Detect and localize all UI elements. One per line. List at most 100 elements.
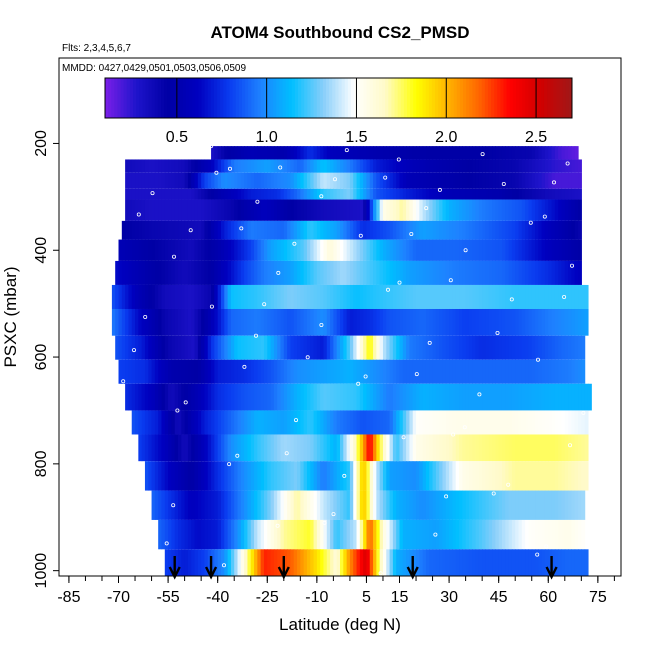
heat-cell <box>257 308 262 336</box>
heat-cell <box>300 335 305 360</box>
heat-cell <box>204 188 209 200</box>
heat-cell <box>425 335 430 360</box>
heat-cell <box>290 434 295 462</box>
x-axis: -85 -70 -55 -40 -25 -10 5 15 30 45 60 75 <box>57 576 615 606</box>
heat-cell <box>379 490 384 520</box>
heat-cell <box>409 239 414 261</box>
heat-cell <box>366 335 371 360</box>
heat-cell <box>211 519 215 550</box>
heat-cell <box>379 434 384 462</box>
heat-cell <box>280 335 285 360</box>
heat-cell <box>220 172 225 189</box>
heat-cell <box>505 461 510 491</box>
heat-cell <box>184 410 189 435</box>
heat-cell <box>353 308 358 336</box>
heat-cell <box>554 359 559 384</box>
heat-cell <box>548 383 553 411</box>
heat-cell <box>197 284 202 309</box>
heat-cell <box>227 490 232 520</box>
heat-cell <box>495 410 500 435</box>
sample-dots-layer <box>121 144 586 576</box>
heat-cell <box>548 434 553 462</box>
heat-cell <box>432 461 437 491</box>
heat-cell <box>323 159 328 173</box>
colorbar-cell <box>528 78 533 118</box>
heat-cell <box>326 410 331 435</box>
heat-cell <box>581 335 586 360</box>
heat-cell <box>330 519 334 550</box>
heat-cell <box>468 434 473 462</box>
heat-cell <box>482 284 487 309</box>
heat-band <box>151 490 586 520</box>
heat-cell <box>293 220 298 240</box>
heat-cell <box>472 308 477 336</box>
heat-cell <box>538 260 543 285</box>
heat-cell <box>462 188 467 200</box>
heat-cell <box>511 383 516 411</box>
heat-cell <box>283 434 288 462</box>
heat-cell <box>409 519 414 550</box>
heat-cell <box>340 519 344 550</box>
heat-cell <box>333 146 338 160</box>
heat-cell <box>485 199 490 221</box>
heat-cell <box>541 172 546 189</box>
heat-cell <box>306 383 311 411</box>
heat-cell <box>501 519 506 550</box>
heat-cell <box>270 188 275 200</box>
heat-cell <box>204 308 209 336</box>
colorbar-cell <box>350 78 355 118</box>
heat-cell <box>389 239 394 261</box>
heat-cell <box>336 146 341 160</box>
heat-cell <box>178 410 182 435</box>
heat-cell <box>478 335 483 360</box>
heat-cell <box>340 199 344 221</box>
heat-cell <box>277 146 282 160</box>
heat-cell <box>184 335 189 360</box>
heat-band <box>125 383 592 411</box>
heat-cell <box>528 260 533 285</box>
heat-cell <box>382 549 387 576</box>
heat-cell <box>571 159 576 173</box>
heat-cell <box>353 260 358 285</box>
heat-cell <box>277 239 282 261</box>
colorbar-cell <box>304 78 308 118</box>
heat-cell <box>343 260 348 285</box>
heat-cell <box>409 284 414 309</box>
heat-cell <box>581 410 586 435</box>
arrow-marker <box>545 556 558 580</box>
heat-cell <box>399 461 404 491</box>
heat-cell <box>353 461 358 491</box>
heat-cell <box>184 260 189 285</box>
heat-cell <box>316 188 321 200</box>
heat-cell <box>538 335 543 360</box>
heat-cell <box>303 308 308 336</box>
heat-cell <box>214 490 219 520</box>
heat-cell <box>465 335 470 360</box>
heat-cell <box>191 239 196 261</box>
heat-cell <box>353 549 358 576</box>
heat-cell <box>310 284 315 309</box>
heat-cell <box>544 461 549 491</box>
heat-cell <box>158 239 163 261</box>
heat-cell <box>379 188 384 200</box>
heat-cell <box>425 308 430 336</box>
heat-cell <box>578 308 582 336</box>
heat-cell <box>336 159 341 173</box>
heat-cell <box>501 188 506 200</box>
colorbar-cell <box>139 78 143 118</box>
heat-cell <box>211 461 215 491</box>
heat-cell <box>184 199 189 221</box>
heat-cell <box>498 159 503 173</box>
colorbar-cell <box>263 78 268 118</box>
heat-cell <box>478 383 483 411</box>
heat-cell <box>151 490 156 520</box>
heat-cell <box>392 383 397 411</box>
heat-cell <box>439 284 444 309</box>
heat-cell <box>488 308 493 336</box>
heat-cell <box>290 490 295 520</box>
heat-cell <box>227 549 232 576</box>
heat-cell <box>356 490 361 520</box>
heat-cell <box>313 199 318 221</box>
heat-cell <box>584 284 589 309</box>
heat-cell <box>386 199 391 221</box>
